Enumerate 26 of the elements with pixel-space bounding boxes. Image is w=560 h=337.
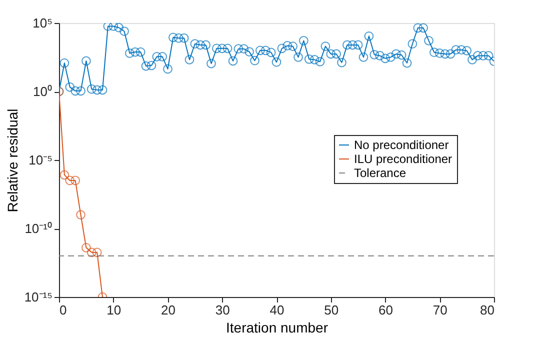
x-tick-label: 80	[480, 302, 494, 318]
x-tick-label: 0	[60, 302, 67, 318]
x-axis-title: Iteration number	[226, 320, 328, 336]
x-tick-label: 10	[106, 302, 122, 318]
legend-label: ILU preconditioner	[354, 152, 452, 166]
y-tick-label: 10⁻¹⁰	[24, 221, 52, 236]
point	[65, 176, 75, 186]
point	[60, 170, 70, 180]
y-tick-label: 10⁻¹⁵	[24, 290, 52, 304]
y-axis-title: Relative residual	[4, 108, 20, 212]
x-tick-label: 60	[378, 302, 393, 318]
x-tick-label: 40	[270, 302, 284, 318]
x-tick-label: 20	[161, 302, 176, 318]
point	[92, 248, 102, 258]
legend-label: Tolerance	[354, 166, 406, 180]
point	[86, 248, 96, 258]
y-tick-label: 10⁻⁵	[28, 152, 52, 168]
y-tick-label: 10⁰	[33, 84, 52, 99]
y-tick-label: 10⁵	[32, 16, 52, 30]
point	[70, 176, 80, 186]
x-tick-label: 50	[324, 302, 339, 318]
legend-label: No preconditioner	[354, 138, 449, 152]
x-tick-label: 30	[215, 302, 230, 318]
x-tick-label: 70	[432, 302, 448, 318]
point	[76, 210, 86, 220]
point	[82, 242, 91, 252]
